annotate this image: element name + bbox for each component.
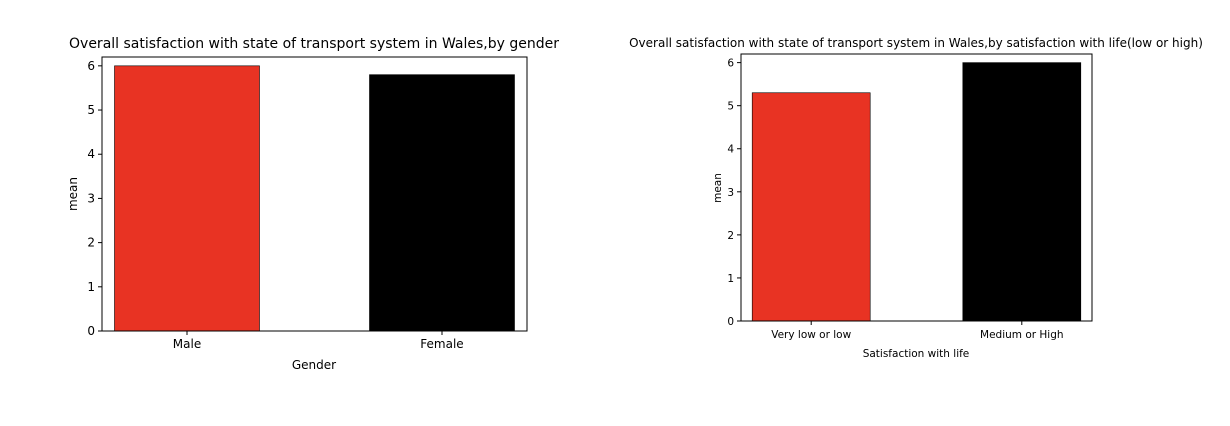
bar xyxy=(962,62,1082,322)
plot-frame xyxy=(740,53,1093,322)
x-axis-label: Gender xyxy=(292,358,336,372)
y-tick-label: 0 xyxy=(727,316,734,328)
y-tick-label: 0 xyxy=(87,324,95,338)
x-axis-label: Satisfaction with life xyxy=(863,348,970,360)
x-tick-label: Female xyxy=(420,337,463,351)
y-tick-label: 1 xyxy=(87,280,95,294)
bar xyxy=(751,92,871,322)
y-tick-label: 3 xyxy=(727,187,734,199)
y-tick-label: 5 xyxy=(727,101,734,113)
chart-title: Overall satisfaction with state of trans… xyxy=(69,36,559,52)
y-tick-label: 4 xyxy=(87,147,95,161)
x-tick-label: Male xyxy=(173,337,201,351)
y-tick-label: 2 xyxy=(87,236,95,250)
chart-title: Overall satisfaction with state of trans… xyxy=(629,36,1203,50)
chart-gender: Overall satisfaction with state of trans… xyxy=(66,36,559,372)
y-tick-label: 1 xyxy=(727,273,734,285)
bar xyxy=(114,65,260,332)
y-tick-label: 6 xyxy=(87,59,95,73)
chart-life-satisfaction: Overall satisfaction with state of trans… xyxy=(629,36,1203,360)
y-tick-label: 5 xyxy=(87,103,95,117)
y-tick-label: 2 xyxy=(727,230,734,242)
y-tick-label: 4 xyxy=(727,144,734,156)
y-tick-label: 6 xyxy=(727,58,734,70)
bar xyxy=(369,74,515,332)
x-tick-label: Medium or High xyxy=(980,329,1064,341)
plot-frame xyxy=(101,56,528,332)
y-axis-label: mean xyxy=(712,173,724,203)
y-axis-label: mean xyxy=(66,177,80,211)
y-tick-label: 3 xyxy=(87,191,95,205)
x-tick-label: Very low or low xyxy=(771,329,851,341)
